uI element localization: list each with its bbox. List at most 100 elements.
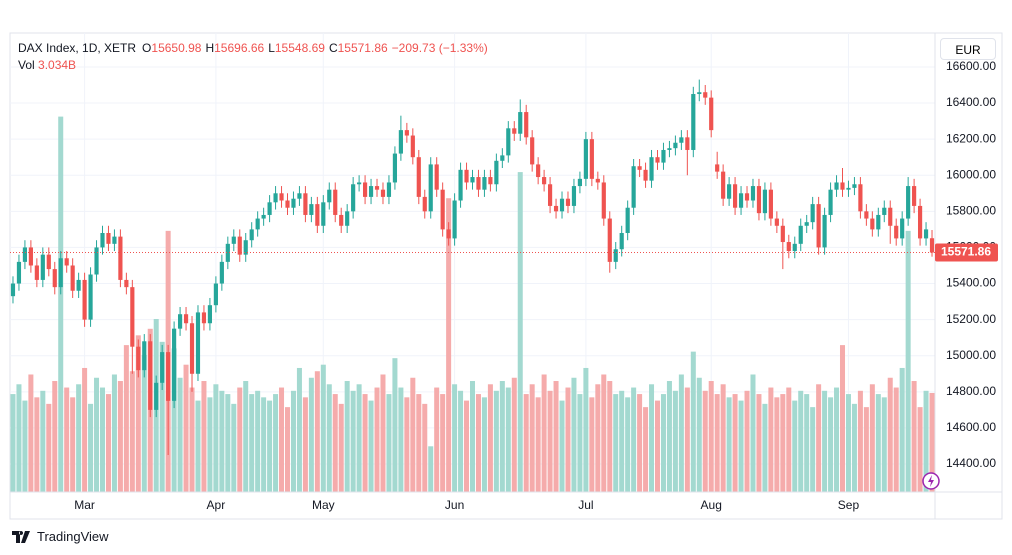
candle-body [416,157,421,197]
ohlc-prefix: O [142,41,152,55]
candle-body [852,184,857,188]
candle-body [494,160,499,185]
candle-body [571,186,577,206]
volume-bar [34,397,40,492]
volume-layer [10,116,935,492]
candle-body [225,243,230,262]
volume-bar [917,407,923,492]
volume-bar [374,387,380,492]
candle-body [744,193,750,201]
volume-bar [350,390,356,492]
volume-bar [171,348,177,492]
candle-body [309,204,314,215]
volume-bar [398,387,404,492]
candle-body [547,184,553,206]
candle-body [351,184,356,212]
volume-bar [105,394,111,492]
candle-body [900,218,905,239]
candle-body [828,189,833,215]
candle-body [267,202,272,215]
candle-body [750,186,756,201]
candle-body [482,177,487,190]
volume-bar [738,400,744,492]
volume-bar [625,397,631,492]
volume-bar [249,394,255,492]
volume-bar [881,397,887,492]
y-tick-label: 16200.00 [946,131,996,145]
candle-body [583,139,588,179]
candle-body [613,249,618,262]
volume-bar [58,116,64,492]
volume-bar [929,392,935,492]
ohlc-prefix: C [328,41,338,55]
volume-bar [601,374,607,492]
volume-bar [189,387,195,492]
candle-body [912,186,917,206]
candle-body [160,352,165,383]
volume-bar [308,377,314,492]
candle-body [553,205,559,212]
candle-body [756,186,762,214]
volume-bar [440,394,446,492]
volume-bar [135,335,141,492]
candle-body [10,283,16,297]
candle-body [213,283,218,306]
candle-body [380,189,386,197]
candle-body [22,247,28,262]
candle-body [219,261,224,284]
volume-bar [261,397,267,492]
candle-body [601,182,606,219]
currency-button[interactable]: EUR [940,38,996,60]
volume-bar [16,384,22,492]
candle-body [906,186,911,219]
candle-body [303,193,308,215]
volume-line: Vol 3.034B [18,57,488,74]
volume-bar [123,345,129,492]
candle-body [846,187,851,190]
volume-bar [273,394,279,492]
volume-bar [40,390,46,492]
volume-bar [893,387,899,492]
volume-bar [643,407,649,492]
candle-body [237,236,242,255]
volume-bar [76,384,82,492]
volume-bar [654,400,661,492]
y-tick-label: 15800.00 [946,204,996,218]
volume-bar [666,381,672,492]
event-badge-icon [928,475,934,487]
volume-bar [517,172,523,492]
candle-body [249,229,254,241]
candle-body [727,184,732,199]
volume-bar [493,390,499,492]
candle-body [273,193,278,203]
branding[interactable]: TradingView [12,529,109,544]
candle-body [82,279,87,320]
candle-body [488,177,493,185]
candle-body [345,211,350,226]
candle-body [822,214,827,248]
volume-bar [756,394,762,492]
volume-bar [464,400,470,492]
candle-body [518,112,523,134]
candle-body [524,112,529,138]
candle-body [631,166,636,208]
candle-body [34,265,39,280]
candle-body [721,171,726,199]
candle-body [40,254,45,280]
candle-body [52,269,57,288]
volume-bar [207,397,213,492]
candle-body [500,155,505,161]
candle-body [804,222,809,226]
volume-bar [10,394,16,492]
candle-body [738,193,744,208]
candle-body [452,200,457,239]
candle-body [637,166,642,170]
volume-bar [344,381,350,492]
volume-bar [326,384,332,492]
candle-body [28,247,33,266]
volume-bar [816,384,822,492]
volume-bar [487,384,493,492]
volume-bar [547,390,553,492]
candle-body [166,352,171,401]
y-tick-label: 16000.00 [946,167,996,181]
